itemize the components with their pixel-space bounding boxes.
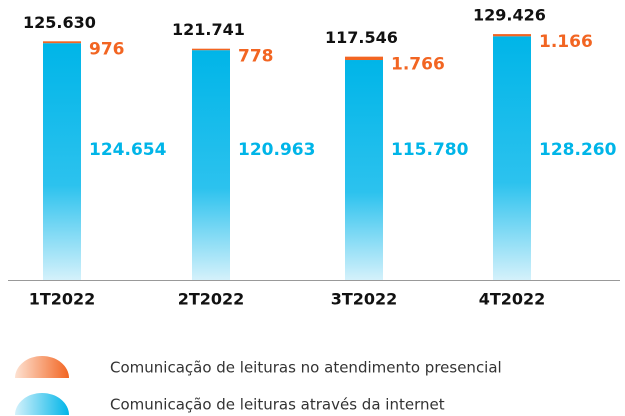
value-label: 976 <box>89 39 125 59</box>
x-tick-label: 1T2022 <box>29 290 96 309</box>
value-label: 115.780 <box>391 140 469 160</box>
total-label: 121.741 <box>172 20 245 39</box>
total-label: 125.630 <box>23 13 96 32</box>
legend-label: Comunicação de leituras através da inter… <box>110 396 445 414</box>
value-label: 124.654 <box>89 140 167 160</box>
bar-internet <box>43 43 81 281</box>
bar-presencial <box>493 34 531 37</box>
legend-label: Comunicação de leituras no atendimento p… <box>110 359 502 377</box>
bar-presencial <box>345 56 383 61</box>
x-tick-label: 2T2022 <box>178 290 245 309</box>
value-label: 128.260 <box>539 140 617 160</box>
bar-presencial <box>192 48 230 51</box>
bar-internet <box>345 60 383 280</box>
bar-presencial <box>43 41 81 44</box>
x-tick-label: 4T2022 <box>479 290 546 309</box>
total-label: 129.426 <box>473 6 546 25</box>
legend-swatch <box>15 393 69 415</box>
x-tick-label: 3T2022 <box>331 290 398 309</box>
value-label: 1.166 <box>539 32 593 52</box>
legend-swatch <box>15 356 69 378</box>
value-label: 120.963 <box>238 140 315 160</box>
value-label: 1.766 <box>391 55 445 75</box>
total-label: 117.546 <box>325 28 398 47</box>
bar-internet <box>192 50 230 280</box>
value-label: 778 <box>238 47 274 67</box>
bar-internet <box>493 36 531 280</box>
